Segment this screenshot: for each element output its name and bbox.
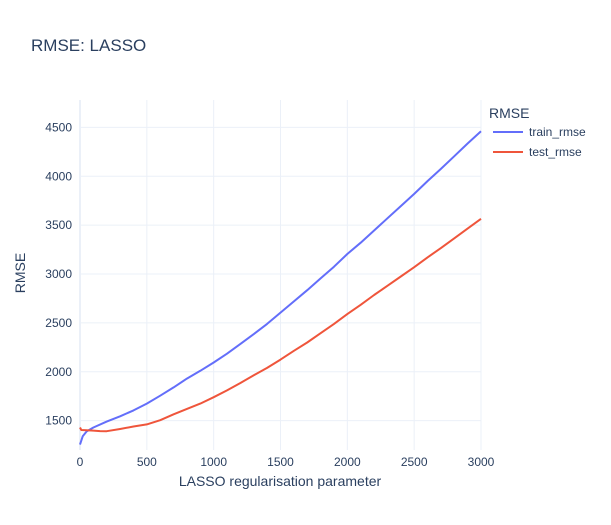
y-tick-label: 2000	[45, 365, 72, 379]
x-tick-label: 1500	[267, 455, 294, 469]
x-axis-title: LASSO regularisation parameter	[179, 473, 382, 489]
x-tick-label: 2000	[334, 455, 361, 469]
y-tick-label: 3500	[45, 218, 72, 232]
series-lines	[79, 130, 482, 445]
x-tick-label: 0	[77, 455, 84, 469]
x-tick-label: 1000	[200, 455, 227, 469]
test-rmse-line	[79, 217, 482, 433]
train-rmse-legend-label[interactable]: train_rmse	[529, 125, 586, 139]
y-tick-label: 1500	[45, 414, 72, 428]
chart-title: RMSE: LASSO	[31, 36, 146, 55]
y-tick-label: 4000	[45, 169, 72, 183]
x-tick-label: 2500	[401, 455, 428, 469]
test-rmse-legend-label[interactable]: test_rmse	[529, 145, 582, 159]
x-tick-label: 500	[137, 455, 157, 469]
y-tick-label: 2500	[45, 316, 72, 330]
gridlines	[79, 100, 482, 450]
y-tick-label: 4500	[45, 120, 72, 134]
y-axis-title: RMSE	[12, 253, 28, 293]
y-axis-ticks: 1500 2000 2500 3000 3500 4000 4500	[45, 120, 72, 427]
train-rmse-line	[79, 130, 482, 445]
legend: RMSE train_rmse test_rmse	[489, 105, 586, 159]
x-tick-label: 3000	[468, 455, 495, 469]
y-tick-label: 3000	[45, 267, 72, 281]
x-axis-ticks: 0 500 1000 1500 2000 2500 3000	[77, 455, 495, 469]
legend-title: RMSE	[489, 105, 529, 121]
